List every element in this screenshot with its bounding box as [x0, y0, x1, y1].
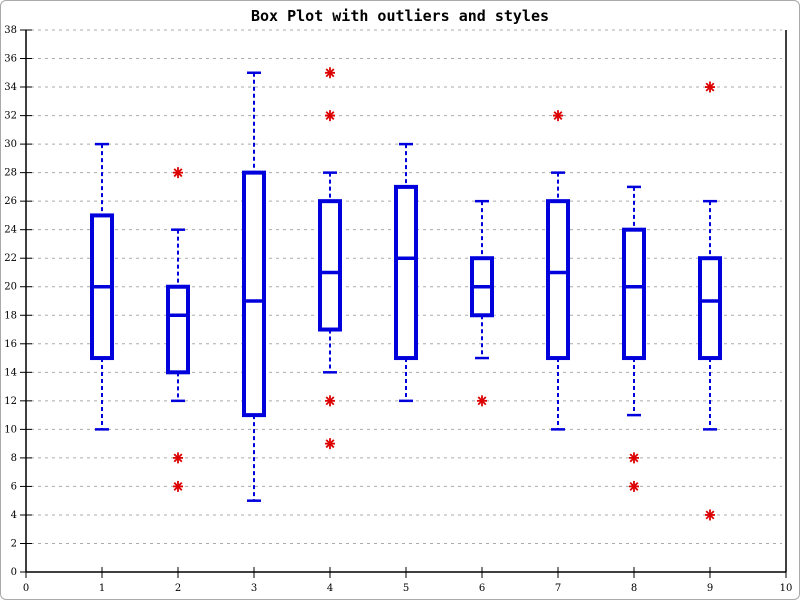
- y-tick-label: 30: [4, 139, 17, 150]
- y-tick-label: 34: [4, 82, 17, 93]
- x-tick-label: 3: [251, 583, 257, 594]
- chart-title: Box Plot with outliers and styles: [250, 7, 549, 25]
- outlier-marker: [325, 438, 335, 450]
- y-tick-label: 20: [4, 282, 17, 293]
- y-tick-label: 26: [4, 196, 17, 207]
- y-tick-label: 18: [4, 310, 17, 321]
- outlier-marker: [477, 395, 487, 407]
- x-tick-label: 0: [23, 583, 29, 594]
- outlier-marker: [325, 395, 335, 407]
- box: [698, 256, 722, 361]
- outlier-marker: [325, 67, 335, 79]
- outlier-marker: [173, 452, 183, 464]
- box: [394, 184, 418, 361]
- outlier-marker: [553, 110, 563, 122]
- x-tick-label: 5: [403, 583, 409, 594]
- x-tick-label: 4: [327, 583, 333, 594]
- x-tick-label: 8: [631, 583, 637, 594]
- outlier-marker: [325, 110, 335, 122]
- x-tick-label: 6: [479, 583, 485, 594]
- y-tick-label: 38: [4, 25, 17, 36]
- outlier-marker: [629, 452, 639, 464]
- box: [546, 199, 570, 361]
- y-tick-label: 14: [4, 367, 17, 378]
- x-tick-label: 1: [99, 583, 105, 594]
- box: [318, 199, 342, 332]
- outlier-marker: [173, 167, 183, 179]
- y-tick-label: 28: [4, 168, 17, 179]
- y-tick-label: 0: [11, 567, 17, 578]
- y-tick-label: 8: [11, 453, 17, 464]
- y-tick-label: 22: [4, 253, 17, 264]
- y-tick-label: 24: [4, 225, 17, 236]
- outlier-marker: [705, 81, 715, 93]
- y-tick-label: 6: [11, 481, 17, 492]
- x-tick-label: 7: [555, 583, 561, 594]
- x-tick-label: 10: [780, 583, 793, 594]
- y-tick-label: 16: [4, 339, 17, 350]
- y-tick-label: 32: [4, 111, 17, 122]
- y-tick-label: 10: [4, 424, 17, 435]
- box: [622, 227, 646, 361]
- y-tick-label: 12: [4, 396, 17, 407]
- x-tick-label: 2: [175, 583, 181, 594]
- y-tick-label: 2: [11, 538, 17, 549]
- box: [166, 284, 190, 375]
- outlier-marker: [629, 480, 639, 492]
- y-tick-label: 4: [11, 510, 17, 521]
- x-tick-label: 9: [707, 583, 713, 594]
- y-tick-label: 36: [4, 54, 17, 65]
- outlier-marker: [173, 480, 183, 492]
- outlier-marker: [705, 509, 715, 521]
- box: [242, 170, 266, 418]
